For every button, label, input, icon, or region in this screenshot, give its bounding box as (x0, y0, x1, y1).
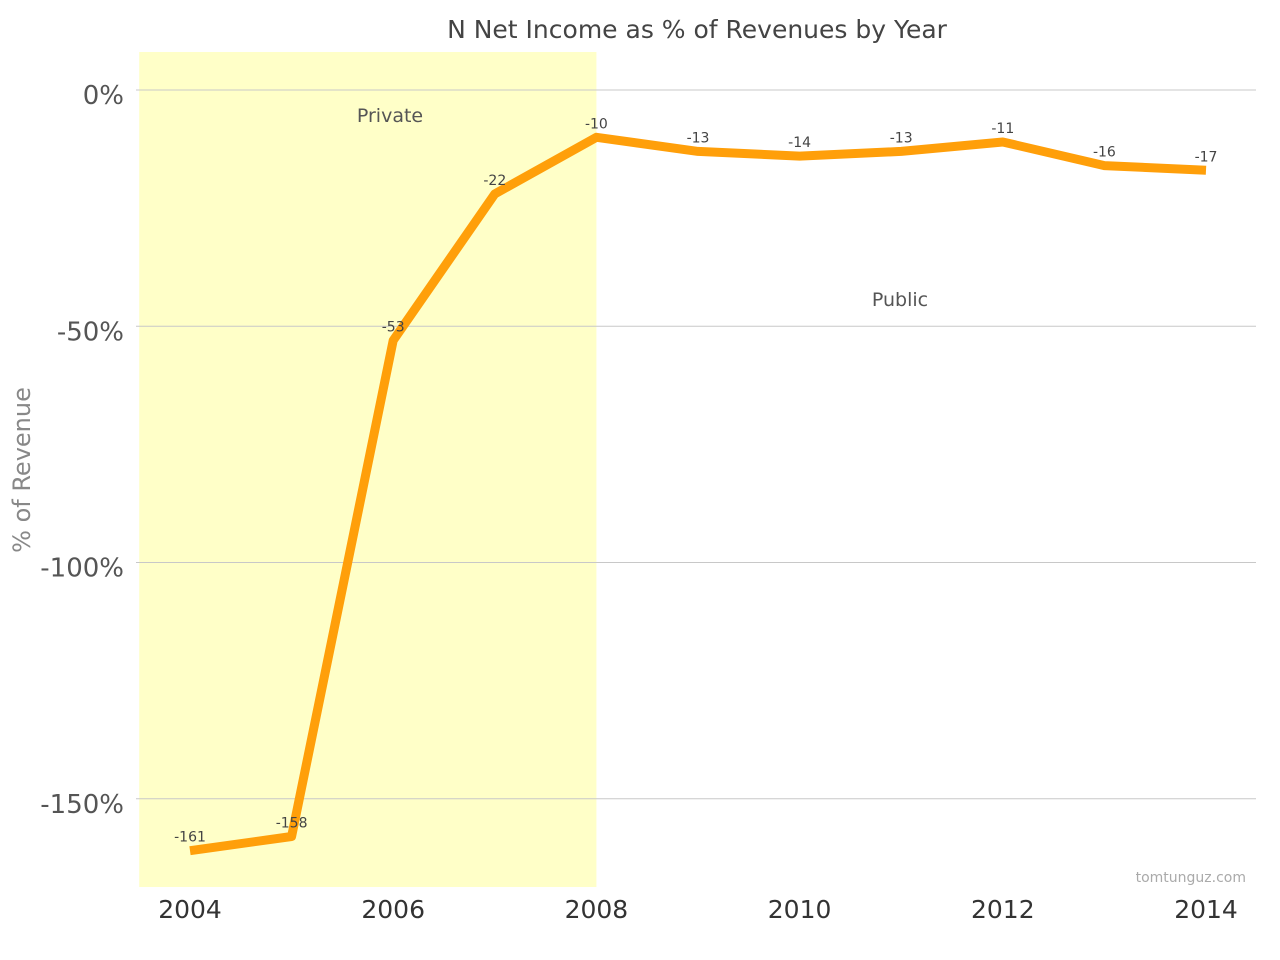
x-tick-label: 2008 (565, 895, 629, 924)
y-tick-label: -150% (40, 790, 124, 820)
data-label: -158 (276, 816, 308, 832)
data-label: -10 (585, 116, 608, 132)
chart-title: N Net Income as % of Revenues by Year (447, 15, 948, 44)
data-label: -13 (890, 130, 913, 146)
data-label: -11 (991, 121, 1014, 137)
data-label: -17 (1195, 149, 1218, 165)
public-region-label: Public (872, 289, 928, 311)
y-tick-label: -50% (57, 317, 124, 347)
y-tick-labels: 0% -50% -100% -150% (40, 81, 124, 820)
series-line (189, 132, 1207, 856)
x-tick-label: 2014 (1174, 895, 1238, 924)
private-region-label: Private (357, 105, 423, 127)
x-tick-label: 2012 (971, 895, 1035, 924)
gridlines (136, 89, 1256, 800)
x-tick-label: 2004 (158, 895, 222, 924)
credit-text: tomtunguz.com (1136, 870, 1246, 886)
data-label: -16 (1093, 145, 1116, 161)
y-axis-label: % of Revenue (8, 387, 36, 553)
y-tick-label: 0% (83, 81, 124, 111)
data-label: -53 (382, 319, 405, 335)
y-tick-label: -100% (40, 554, 124, 584)
data-label: -22 (483, 173, 506, 189)
data-label: -161 (174, 830, 206, 846)
data-label: -13 (687, 130, 710, 146)
data-label: -14 (788, 135, 811, 151)
data-labels: -161 -158 -53 -22 -10 -13 -14 -13 -11 -16 -17 (174, 116, 1217, 845)
x-tick-label: 2010 (768, 895, 832, 924)
x-tick-labels: 2004 2006 2008 2010 2012 2014 (158, 895, 1238, 924)
x-tick-label: 2006 (361, 895, 425, 924)
